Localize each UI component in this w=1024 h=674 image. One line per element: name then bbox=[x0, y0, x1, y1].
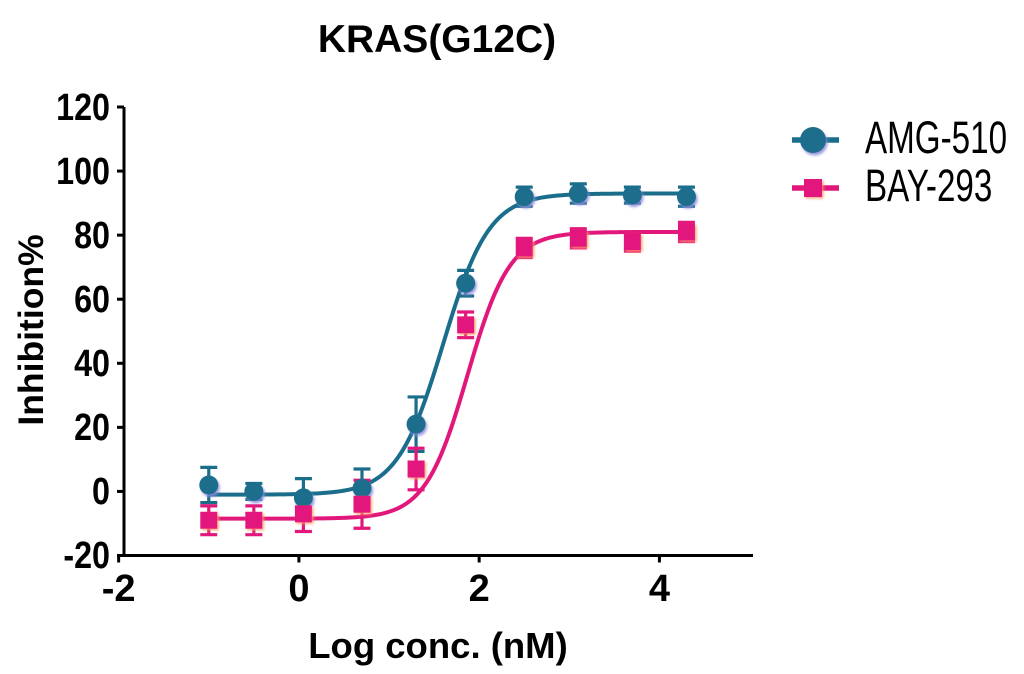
svg-text:80: 80 bbox=[74, 215, 110, 257]
svg-text:120: 120 bbox=[56, 87, 110, 129]
svg-text:-2: -2 bbox=[102, 568, 136, 610]
svg-text:KRAS(G12C): KRAS(G12C) bbox=[318, 18, 556, 61]
svg-text:40: 40 bbox=[74, 343, 110, 385]
svg-text:60: 60 bbox=[74, 279, 110, 321]
svg-text:2: 2 bbox=[469, 568, 490, 610]
svg-text:Log conc. (nM): Log conc. (nM) bbox=[308, 625, 568, 666]
svg-text:20: 20 bbox=[74, 407, 110, 449]
svg-text:0: 0 bbox=[288, 568, 309, 610]
svg-text:100: 100 bbox=[56, 151, 110, 193]
svg-text:AMG-510: AMG-510 bbox=[865, 113, 1007, 163]
svg-text:BAY-293: BAY-293 bbox=[865, 161, 992, 211]
svg-text:Inhibition%: Inhibition% bbox=[11, 234, 51, 425]
svg-text:4: 4 bbox=[649, 568, 670, 610]
svg-text:0: 0 bbox=[92, 471, 110, 513]
